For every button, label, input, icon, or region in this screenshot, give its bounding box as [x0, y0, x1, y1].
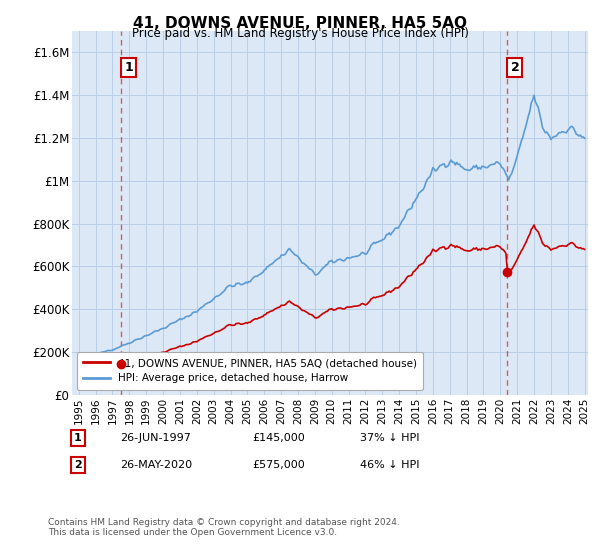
Text: 46% ↓ HPI: 46% ↓ HPI [360, 460, 419, 470]
Text: 1: 1 [124, 60, 133, 74]
Text: £145,000: £145,000 [252, 433, 305, 443]
Text: 1: 1 [74, 433, 82, 443]
Text: Contains HM Land Registry data © Crown copyright and database right 2024.
This d: Contains HM Land Registry data © Crown c… [48, 518, 400, 538]
Text: 41, DOWNS AVENUE, PINNER, HA5 5AQ: 41, DOWNS AVENUE, PINNER, HA5 5AQ [133, 16, 467, 31]
Text: 2: 2 [74, 460, 82, 470]
Text: 2: 2 [511, 60, 520, 74]
Text: 26-JUN-1997: 26-JUN-1997 [120, 433, 191, 443]
Legend: 41, DOWNS AVENUE, PINNER, HA5 5AQ (detached house), HPI: Average price, detached: 41, DOWNS AVENUE, PINNER, HA5 5AQ (detac… [77, 352, 423, 390]
Text: 26-MAY-2020: 26-MAY-2020 [120, 460, 192, 470]
Text: 37% ↓ HPI: 37% ↓ HPI [360, 433, 419, 443]
Text: £575,000: £575,000 [252, 460, 305, 470]
Text: Price paid vs. HM Land Registry's House Price Index (HPI): Price paid vs. HM Land Registry's House … [131, 27, 469, 40]
